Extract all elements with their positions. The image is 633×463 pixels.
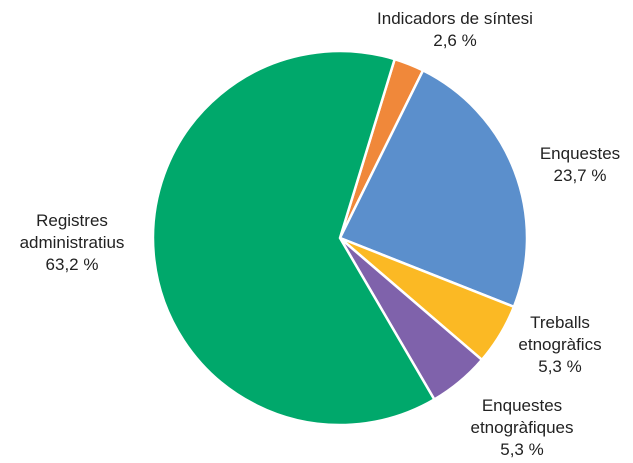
category-label: Treballs etnogràfics bbox=[518, 313, 602, 354]
slice-label: Enquestes etnogràfiques 5,3 % bbox=[447, 395, 597, 461]
category-label: Registres administratius bbox=[19, 211, 125, 252]
value-label: 63,2 % bbox=[45, 255, 99, 274]
slice-label: Registres administratius 63,2 % bbox=[7, 210, 137, 276]
category-label: Indicadors de síntesi bbox=[377, 9, 533, 28]
category-label: Enquestes etnogràfiques bbox=[470, 396, 574, 437]
slice-label: Enquestes 23,7 % bbox=[520, 143, 633, 187]
value-label: 5,3 % bbox=[500, 440, 544, 459]
value-label: 2,6 % bbox=[433, 31, 477, 50]
slice-label: Treballs etnogràfics 5,3 % bbox=[505, 312, 615, 378]
value-label: 23,7 % bbox=[553, 166, 607, 185]
slice-label: Indicadors de síntesi 2,6 % bbox=[355, 8, 555, 52]
category-label: Enquestes bbox=[539, 144, 621, 163]
slice bbox=[338, 68, 529, 309]
slice bbox=[151, 49, 437, 427]
value-label: 5,3 % bbox=[538, 357, 582, 376]
